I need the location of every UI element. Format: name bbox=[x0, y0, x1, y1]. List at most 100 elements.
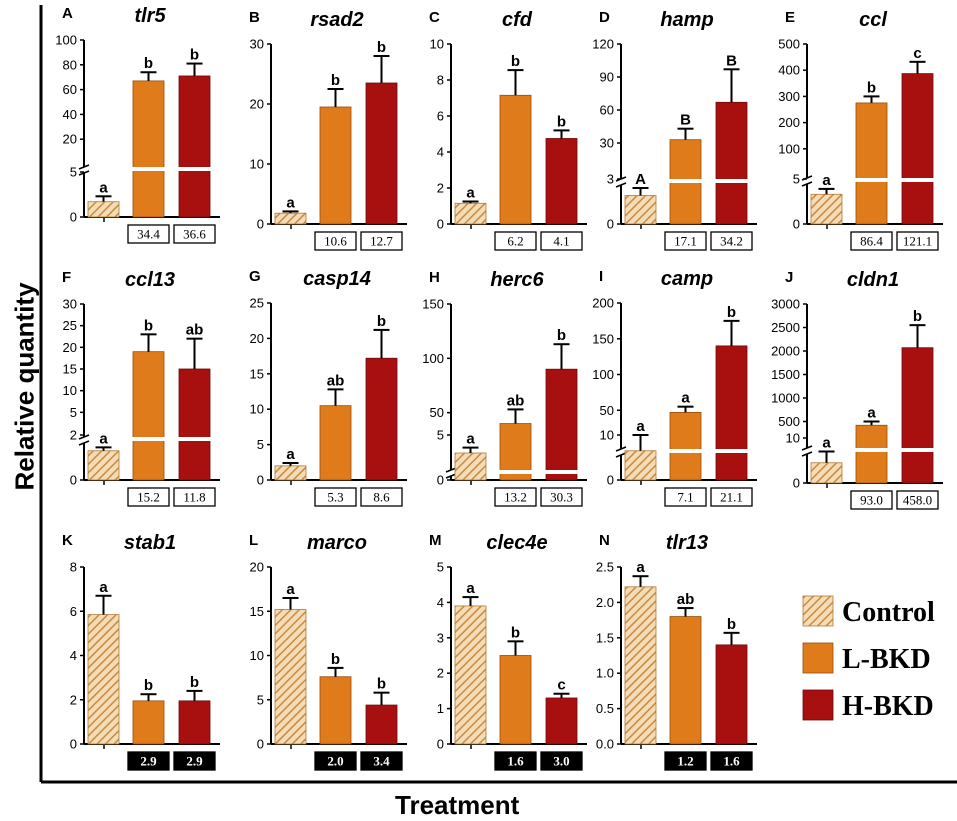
bar-control bbox=[624, 195, 657, 225]
significance-letter: ab bbox=[677, 591, 695, 608]
y-tick-label: 10 bbox=[786, 431, 800, 446]
fold-change-box bbox=[494, 231, 537, 251]
y-tick-label: 1.0 bbox=[596, 666, 614, 681]
significance-letter: a bbox=[822, 435, 831, 452]
panel-letter: M bbox=[429, 532, 442, 549]
fold-change-box bbox=[710, 487, 753, 507]
bar-control bbox=[87, 614, 120, 745]
y-tick-label: 1 bbox=[437, 701, 444, 716]
significance-letter: b bbox=[511, 624, 520, 641]
legend-swatch-control bbox=[802, 595, 834, 627]
y-tick-label: 3 bbox=[437, 630, 444, 645]
fold-change-box bbox=[314, 487, 357, 507]
y-tick-label: 5 bbox=[437, 428, 444, 443]
gene-title: rsad2 bbox=[310, 9, 363, 31]
bar-break-gap bbox=[669, 179, 702, 183]
significance-letter: B bbox=[726, 52, 737, 69]
bar-hbkd bbox=[715, 101, 748, 225]
panel-letter: D bbox=[599, 9, 610, 26]
gene-title: marco bbox=[307, 532, 367, 554]
significance-letter: a bbox=[466, 185, 475, 202]
y-tick-label: 30 bbox=[250, 37, 264, 52]
y-tick-label: 50 bbox=[600, 403, 614, 418]
fold-change-box bbox=[360, 751, 403, 771]
significance-letter: a bbox=[466, 431, 475, 448]
fold-change-value: 86.4 bbox=[860, 234, 883, 249]
fold-change-value: 15.2 bbox=[137, 490, 160, 505]
y-tick-label: 2 bbox=[70, 428, 77, 443]
fold-change-value: 7.1 bbox=[677, 490, 693, 505]
bar-lbkd bbox=[669, 411, 702, 481]
y-tick-label: 500 bbox=[778, 414, 800, 429]
panel-letter: J bbox=[785, 269, 793, 286]
y-tick-label: 1500 bbox=[771, 367, 800, 382]
fold-change-box bbox=[850, 490, 893, 510]
gene-title: ccl13 bbox=[125, 269, 175, 291]
fold-change-box bbox=[850, 231, 893, 251]
y-tick-label: 0 bbox=[437, 737, 444, 752]
bar-hbkd bbox=[365, 704, 398, 745]
fold-change-value: 1.6 bbox=[507, 754, 524, 769]
bar-hbkd bbox=[545, 138, 578, 225]
y-tick-label: 25 bbox=[63, 318, 77, 333]
axis-break-mark bbox=[78, 440, 90, 446]
significance-letter: c bbox=[913, 45, 921, 62]
significance-letter: b bbox=[331, 72, 340, 89]
gene-title: stab1 bbox=[124, 532, 176, 554]
fold-change-value: 1.2 bbox=[677, 754, 693, 769]
y-tick-label: 0 bbox=[257, 217, 264, 232]
y-tick-label: 0 bbox=[437, 217, 444, 232]
bar-control bbox=[454, 202, 487, 225]
fold-change-box bbox=[360, 231, 403, 251]
y-tick-label: 5 bbox=[793, 172, 800, 187]
gene-title: clec4e bbox=[486, 532, 547, 554]
gene-title: cldn1 bbox=[847, 269, 899, 291]
fold-change-value: 21.1 bbox=[720, 490, 743, 505]
significance-letter: a bbox=[466, 580, 475, 597]
y-tick-label: 4 bbox=[437, 595, 444, 610]
bar-control bbox=[454, 605, 487, 745]
fold-change-value: 2.9 bbox=[140, 754, 157, 769]
y-tick-label: 0 bbox=[793, 476, 800, 491]
significance-letter: B bbox=[680, 112, 691, 129]
y-tick-label: 0 bbox=[257, 737, 264, 752]
bar-break-gap bbox=[855, 448, 888, 452]
significance-letter: a bbox=[99, 430, 108, 447]
panel-letter: I bbox=[599, 268, 603, 285]
bar-lbkd bbox=[132, 700, 165, 745]
fold-change-value: 11.8 bbox=[183, 490, 205, 505]
y-tick-label: 40 bbox=[63, 107, 77, 122]
y-tick-label: 5 bbox=[70, 405, 77, 420]
gene-title: casp14 bbox=[303, 268, 371, 290]
y-tick-label: 20 bbox=[250, 97, 264, 112]
bar-lbkd bbox=[669, 616, 702, 745]
panel-letter: H bbox=[429, 269, 440, 286]
y-tick-label: 5 bbox=[257, 692, 264, 707]
fold-change-value: 34.2 bbox=[720, 234, 743, 249]
y-tick-label: 2000 bbox=[771, 344, 800, 359]
axis-break-mark bbox=[78, 434, 90, 440]
legend-label-control: Control bbox=[842, 597, 935, 628]
y-tick-label: 10 bbox=[250, 157, 264, 172]
y-tick-label: 4 bbox=[437, 145, 444, 160]
significance-letter: b bbox=[377, 676, 386, 693]
y-tick-label: 120 bbox=[592, 37, 614, 52]
y-tick-label: 10 bbox=[250, 402, 264, 417]
y-tick-label: 0 bbox=[70, 473, 77, 488]
fold-change-box bbox=[540, 231, 583, 251]
bar-lbkd bbox=[499, 94, 532, 225]
bar-control bbox=[624, 450, 657, 481]
panel-letter: G bbox=[249, 268, 261, 285]
significance-letter: ab bbox=[186, 322, 204, 339]
significance-letter: a bbox=[286, 581, 295, 598]
y-tick-label: 0 bbox=[607, 217, 614, 232]
y-tick-label: 10 bbox=[430, 37, 444, 52]
fold-change-box bbox=[314, 231, 357, 251]
significance-letter: a bbox=[867, 405, 876, 422]
legend: Control L-BKD H-BKD bbox=[802, 595, 935, 722]
fold-change-value: 3.0 bbox=[553, 754, 569, 769]
x-axis-label: Treatment bbox=[395, 790, 520, 820]
